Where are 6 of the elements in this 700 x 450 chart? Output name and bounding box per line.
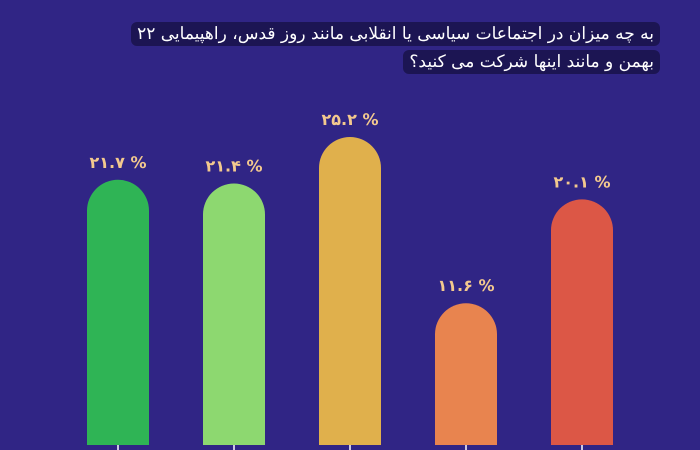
data-label: ۱۱.۶ % [438,276,494,296]
data-label: ۲۱.۷ % [90,152,146,172]
data-label: ۲۵.۲ % [322,110,378,129]
data-label: ۲۰.۱ % [554,172,610,192]
chart-title: به چه میزان در اجتماعات سیاسی یا انقلابی مانند روز قدس، راهپیمایی ۲۲ بهمن و مانند اینها شرکت می کنید؟ [131,22,660,74]
data-label: ۲۱.۴ % [206,156,262,176]
